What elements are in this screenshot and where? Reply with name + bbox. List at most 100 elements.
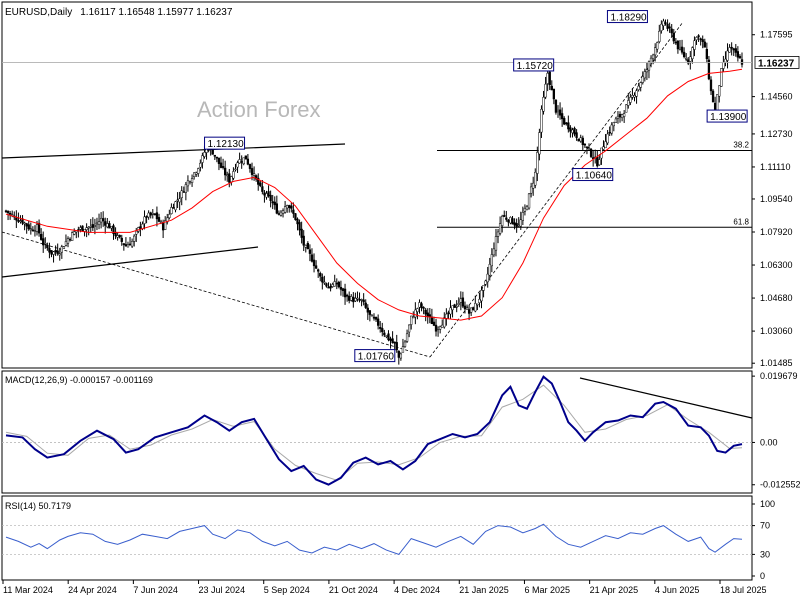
price-axis-label: 1.06300	[760, 260, 793, 270]
price-candle-body	[203, 152, 206, 157]
macd-line	[5, 375, 743, 486]
price-candle-body	[612, 122, 615, 127]
macd-trendline	[579, 377, 753, 419]
price-candle-body	[451, 305, 454, 311]
watermark: Action Forex	[197, 97, 321, 122]
price-candle-body	[399, 353, 403, 359]
header-separator: ,	[47, 7, 50, 18]
price-candle-body	[501, 215, 504, 226]
price-candle-body	[639, 82, 642, 88]
price-candle-body	[269, 194, 272, 201]
price-candle-body	[503, 215, 506, 217]
price-candle-body	[707, 59, 711, 80]
price-candle-body	[536, 152, 539, 174]
price-candle-body	[296, 218, 299, 225]
price-candle-body	[362, 299, 365, 303]
price-candle-body	[176, 199, 179, 202]
price-candle-body	[157, 217, 161, 222]
price-annotation-label: 1.15720	[517, 61, 554, 72]
price-candle-body	[329, 286, 332, 289]
price-axis-label: 1.03060	[760, 326, 793, 336]
price-candle-body	[8, 212, 12, 215]
price-axis-label: 1.09540	[760, 194, 793, 204]
price-candle-body	[695, 37, 698, 41]
price-candle-body	[554, 99, 558, 113]
price-candle-body	[623, 113, 626, 117]
rsi-axis-label: 100	[760, 499, 775, 509]
price-candle-body	[145, 216, 148, 218]
price-candle-body	[217, 157, 221, 164]
price-candle-body	[228, 173, 231, 183]
price-candle-body	[443, 317, 446, 328]
rsi-panel	[1, 495, 753, 581]
price-candle-body	[281, 210, 285, 214]
price-candle-body	[412, 316, 415, 319]
price-candle-body	[286, 205, 289, 209]
price-candle-body	[740, 59, 744, 65]
price-candle-body	[99, 217, 103, 223]
price-candle-body	[294, 213, 297, 220]
price-candle-body	[728, 47, 731, 53]
price-candle-body	[37, 222, 41, 234]
price-candle-body	[552, 88, 556, 100]
price-candle-body	[449, 307, 452, 315]
price-candle-body	[166, 217, 169, 223]
date-axis-label: 7 Jun 2024	[133, 585, 178, 595]
price-candle-body	[645, 69, 649, 73]
macd-panel	[1, 370, 753, 494]
price-candle-body	[585, 146, 589, 149]
price-candle-body	[625, 104, 628, 113]
price-candle-body	[182, 191, 185, 193]
price-candle-body	[333, 281, 336, 287]
price-candle-body	[703, 41, 706, 48]
price-candle-body	[432, 321, 436, 326]
price-annotation-box	[354, 349, 396, 363]
price-candle-body	[71, 232, 74, 241]
date-axis-label: 5 Sep 2024	[264, 585, 310, 595]
price-candle-body	[360, 299, 363, 301]
price-candle-body	[529, 186, 533, 194]
price-candle-body	[17, 220, 20, 222]
price-candle-body	[300, 228, 303, 238]
price-candle-body	[672, 32, 675, 42]
price-candle-body	[48, 248, 51, 253]
price-candle-body	[327, 286, 330, 289]
price-candle-body	[498, 223, 502, 234]
price-candle-body	[352, 297, 355, 303]
price-candle-body	[50, 250, 53, 255]
price-candle-body	[424, 309, 427, 315]
price-candle-body	[257, 177, 260, 185]
price-annotation-box	[606, 10, 648, 24]
price-candle-body	[455, 306, 458, 308]
price-candle-body	[133, 235, 136, 242]
date-axis-label: 6 Mar 2025	[524, 585, 570, 595]
price-candle-body	[325, 283, 328, 287]
price-candle-body	[374, 317, 378, 320]
price-candle-body	[174, 201, 177, 211]
price-candle-body	[364, 302, 367, 308]
price-candle-body	[292, 209, 295, 214]
price-candle-body	[457, 303, 460, 305]
moving-average-line	[5, 68, 743, 321]
support-trendline	[1, 246, 259, 278]
price-candle-body	[192, 172, 196, 177]
price-candle-body	[616, 115, 620, 119]
price-candle-body	[387, 333, 390, 341]
resistance-trendline	[1, 143, 346, 159]
price-candle-body	[711, 90, 715, 103]
price-candle-body	[732, 48, 735, 51]
macd-axis-label: -0.012552	[760, 480, 800, 490]
price-candle-body	[341, 288, 345, 291]
price-annotation-label: 1.01760	[358, 352, 395, 363]
price-candle-body	[726, 50, 729, 61]
price-candle-body	[519, 219, 522, 227]
price-candle-body	[271, 201, 274, 204]
price-candle-body	[62, 246, 66, 249]
price-candle-body	[44, 243, 47, 245]
price-candle-body	[662, 20, 665, 26]
price-candle-body	[85, 227, 88, 230]
price-candle-body	[46, 244, 49, 249]
price-annotation-box	[706, 109, 748, 123]
